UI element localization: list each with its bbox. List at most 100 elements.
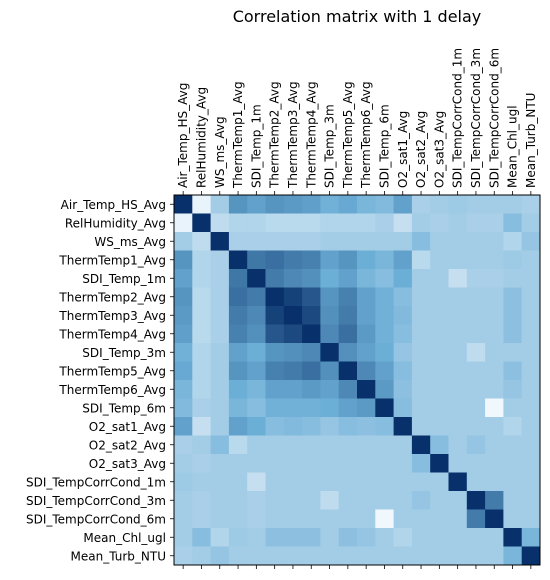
heatmap-cell bbox=[265, 398, 285, 418]
x-tick-label: Air_Temp_HS_Avg bbox=[176, 83, 190, 188]
heatmap-cell bbox=[503, 435, 523, 455]
heatmap-cell bbox=[192, 232, 211, 251]
chart-title: Correlation matrix with 1 delay bbox=[233, 7, 482, 26]
heatmap-cell bbox=[338, 380, 358, 399]
heatmap-cell bbox=[448, 343, 468, 362]
heatmap-cell bbox=[338, 546, 358, 566]
heatmap-cell bbox=[320, 417, 340, 436]
heatmap-cell bbox=[265, 361, 285, 381]
heatmap-cell bbox=[430, 324, 449, 344]
heatmap-cell bbox=[265, 250, 285, 270]
heatmap-cell bbox=[302, 232, 321, 251]
heatmap-cell bbox=[448, 528, 468, 547]
heatmap-cell bbox=[503, 250, 523, 270]
heatmap-cell bbox=[320, 435, 340, 455]
heatmap-cell bbox=[338, 232, 358, 251]
heatmap-cell bbox=[247, 195, 266, 214]
heatmap-cell bbox=[375, 509, 394, 529]
heatmap-cell bbox=[375, 435, 394, 455]
heatmap-cell bbox=[393, 213, 413, 233]
heatmap-cell bbox=[210, 528, 230, 547]
heatmap-cell bbox=[375, 546, 394, 566]
heatmap-cell bbox=[430, 435, 449, 455]
heatmap-cell bbox=[485, 435, 504, 455]
x-tick-label: SDI_Temp_6m bbox=[377, 104, 391, 188]
heatmap-cell bbox=[228, 528, 248, 547]
heatmap-cell bbox=[430, 269, 449, 288]
heatmap-cell bbox=[448, 398, 468, 418]
y-tick-label: O2_sat3_Avg bbox=[89, 457, 166, 471]
heatmap-cell bbox=[466, 380, 486, 399]
heatmap-cell bbox=[338, 269, 358, 288]
heatmap-cell bbox=[247, 454, 266, 473]
y-tick-label: O2_sat2_Avg bbox=[89, 438, 166, 452]
plot-frame bbox=[173, 194, 541, 566]
heatmap-cell bbox=[320, 509, 340, 529]
heatmap-cell bbox=[283, 435, 303, 455]
heatmap-cell bbox=[411, 361, 431, 381]
heatmap-cell bbox=[430, 361, 449, 381]
heatmap-cell bbox=[375, 232, 394, 251]
heatmap-cell bbox=[265, 509, 285, 529]
heatmap-cell bbox=[448, 435, 468, 455]
heatmap-cell bbox=[192, 324, 211, 344]
heatmap-cell bbox=[228, 361, 248, 381]
heatmap-cell bbox=[228, 324, 248, 344]
heatmap-cell bbox=[283, 454, 303, 473]
heatmap-cell bbox=[375, 417, 394, 436]
heatmap-cell bbox=[357, 213, 376, 233]
heatmap-cell bbox=[357, 361, 376, 381]
heatmap-cell bbox=[265, 472, 285, 492]
heatmap-cell bbox=[448, 417, 468, 436]
heatmap-cell bbox=[411, 213, 431, 233]
heatmap-cell bbox=[174, 380, 193, 399]
heatmap-cell bbox=[430, 287, 449, 307]
y-tick-label: RelHumidity_Avg bbox=[65, 216, 166, 230]
heatmap-cell bbox=[174, 306, 193, 325]
heatmap-cell bbox=[247, 287, 266, 307]
heatmap-cell bbox=[357, 380, 376, 399]
heatmap-cell bbox=[192, 361, 211, 381]
heatmap-cell bbox=[320, 454, 340, 473]
heatmap-cell bbox=[174, 343, 193, 362]
heatmap-cell bbox=[411, 343, 431, 362]
heatmap-cell bbox=[521, 380, 541, 399]
heatmap-cell bbox=[265, 269, 285, 288]
heatmap-cell bbox=[302, 343, 321, 362]
heatmap-cell bbox=[393, 250, 413, 270]
heatmap-cell bbox=[210, 435, 230, 455]
heatmap-cell bbox=[411, 195, 431, 214]
heatmap-cell bbox=[192, 213, 211, 233]
heatmap-cell bbox=[247, 435, 266, 455]
heatmap-cell bbox=[411, 546, 431, 566]
heatmap-cell bbox=[393, 343, 413, 362]
heatmap-cell bbox=[228, 435, 248, 455]
heatmap-cell bbox=[411, 269, 431, 288]
heatmap-cell bbox=[521, 509, 541, 529]
y-tick-label: SDI_TempCorrCond_6m bbox=[26, 512, 166, 526]
heatmap-cell bbox=[192, 269, 211, 288]
heatmap-cell bbox=[521, 232, 541, 251]
x-tick-label: RelHumidity_Avg bbox=[194, 87, 208, 188]
heatmap-cell bbox=[265, 380, 285, 399]
heatmap-cell bbox=[302, 287, 321, 307]
heatmap-cell bbox=[320, 306, 340, 325]
heatmap-cell bbox=[375, 472, 394, 492]
heatmap-cell bbox=[283, 269, 303, 288]
heatmap-cell bbox=[393, 491, 413, 510]
heatmap-cell bbox=[338, 528, 358, 547]
heatmap-cell bbox=[265, 343, 285, 362]
heatmap-cell bbox=[228, 454, 248, 473]
heatmap-cell bbox=[265, 213, 285, 233]
heatmap-cell bbox=[210, 361, 230, 381]
heatmap-cell bbox=[338, 491, 358, 510]
heatmap-cell bbox=[302, 491, 321, 510]
heatmap-cell bbox=[521, 306, 541, 325]
heatmap-cell bbox=[338, 195, 358, 214]
heatmap-cell bbox=[228, 195, 248, 214]
heatmap-cell bbox=[338, 435, 358, 455]
heatmap-cell bbox=[375, 213, 394, 233]
heatmap-cell bbox=[283, 306, 303, 325]
heatmap-cell bbox=[357, 509, 376, 529]
